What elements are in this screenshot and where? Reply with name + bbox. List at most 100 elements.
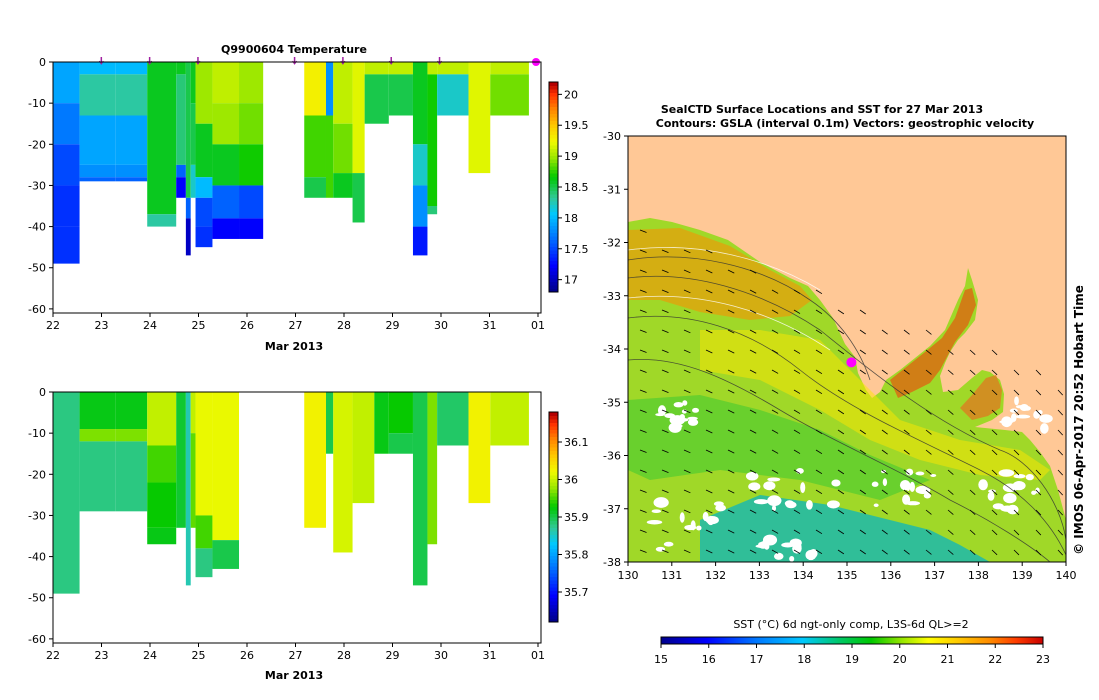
velocity-vector bbox=[1013, 429, 1020, 436]
colorbar-step bbox=[549, 608, 558, 612]
profile-cell bbox=[325, 62, 334, 116]
velocity-vector bbox=[991, 489, 998, 496]
profile-cell bbox=[79, 429, 116, 442]
velocity-vector bbox=[1057, 509, 1064, 516]
velocity-vector bbox=[969, 529, 976, 535]
lon-tick-label: 136 bbox=[880, 569, 901, 582]
velocity-vector bbox=[683, 269, 691, 274]
velocity-vector bbox=[705, 489, 713, 494]
velocity-vector bbox=[947, 489, 954, 495]
velocity-vector bbox=[903, 389, 910, 395]
velocity-vector bbox=[1035, 469, 1042, 476]
colorbar-step bbox=[549, 131, 558, 135]
velocity-vector bbox=[815, 529, 823, 535]
profile-cell bbox=[388, 62, 413, 75]
y-tick-label: -20 bbox=[28, 138, 46, 151]
velocity-vector bbox=[705, 249, 713, 254]
velocity-vector bbox=[683, 549, 691, 554]
velocity-vector bbox=[947, 349, 954, 355]
salinity-section-plot: 22 23 24 25 26 27 28 29 30 31 01 0 -10 -20 -30 -40 -50 -… bbox=[28, 386, 588, 682]
colorbar-step bbox=[549, 492, 558, 497]
velocity-vector bbox=[859, 389, 866, 395]
velocity-vector bbox=[705, 529, 713, 534]
velocity-vector bbox=[815, 489, 823, 495]
velocity-vector bbox=[881, 329, 888, 335]
profile-cell bbox=[147, 445, 177, 483]
velocity-vector bbox=[683, 289, 691, 294]
colorbar-tick-label: 35.8 bbox=[564, 549, 589, 562]
colorbar-step bbox=[549, 503, 558, 507]
profile-cell bbox=[195, 197, 213, 227]
colorbar-step bbox=[549, 236, 558, 240]
velocity-vector bbox=[683, 489, 691, 494]
sst-colorbar-tick-label: 20 bbox=[893, 653, 907, 666]
velocity-vector bbox=[661, 549, 669, 554]
cloud-patch bbox=[663, 541, 674, 547]
velocity-vector bbox=[859, 529, 866, 535]
lon-tick-label: 132 bbox=[705, 569, 726, 582]
velocity-vector bbox=[859, 409, 866, 415]
colorbar-step bbox=[549, 99, 558, 104]
profile-cell bbox=[239, 185, 264, 219]
cloud-patch bbox=[781, 542, 795, 548]
velocity-vector bbox=[1057, 429, 1064, 436]
velocity-vector bbox=[837, 309, 845, 315]
velocity-vector bbox=[727, 489, 735, 494]
colorbar-step bbox=[549, 201, 558, 205]
colorbar-step bbox=[549, 436, 558, 441]
profile-cell bbox=[79, 164, 116, 178]
lon-tick-label: 135 bbox=[837, 569, 858, 582]
velocity-vector bbox=[881, 409, 888, 415]
velocity-vector bbox=[837, 529, 845, 535]
velocity-vector bbox=[727, 349, 735, 354]
velocity-vector bbox=[903, 489, 910, 495]
y-tick-label: -50 bbox=[28, 592, 46, 605]
velocity-vector bbox=[991, 369, 998, 376]
colorbar-tick-label: 17 bbox=[564, 274, 578, 287]
velocity-vector bbox=[881, 509, 888, 515]
velocity-vector bbox=[903, 469, 910, 475]
profile-cell bbox=[364, 74, 389, 124]
colorbar-step bbox=[549, 253, 558, 258]
cloud-patch bbox=[785, 501, 797, 509]
velocity-vector bbox=[639, 349, 647, 353]
y-tick-label: 0 bbox=[39, 56, 46, 69]
cloud-patch bbox=[795, 468, 804, 474]
profile-cell bbox=[176, 62, 186, 75]
velocity-vector bbox=[639, 229, 647, 233]
velocity-vector bbox=[705, 369, 713, 374]
colorbar-step bbox=[549, 499, 558, 504]
profile-cell bbox=[53, 185, 80, 227]
cloud-patch bbox=[767, 477, 781, 482]
velocity-vector bbox=[771, 429, 779, 434]
cloud-patch bbox=[826, 500, 840, 509]
colorbar-step bbox=[549, 166, 558, 170]
profile-cell bbox=[412, 144, 428, 186]
profile-cell bbox=[195, 177, 213, 198]
velocity-vector bbox=[661, 429, 669, 434]
velocity-vector bbox=[661, 469, 669, 474]
colorbar-step bbox=[549, 285, 558, 289]
cloud-patch bbox=[792, 543, 802, 554]
cloud-patch bbox=[673, 401, 684, 408]
velocity-vector bbox=[925, 429, 932, 435]
colorbar-step bbox=[549, 267, 558, 272]
velocity-vector bbox=[727, 389, 735, 394]
gsla-contours bbox=[628, 256, 1066, 562]
velocity-vector bbox=[683, 449, 691, 454]
cloud-patch bbox=[882, 478, 888, 487]
profile-cell bbox=[212, 392, 240, 541]
velocity-vector bbox=[969, 509, 976, 515]
y-tick-label: -50 bbox=[28, 262, 46, 275]
velocity-vector bbox=[727, 429, 735, 434]
profile-cell bbox=[490, 62, 529, 75]
colorbar-tick-label: 36 bbox=[564, 474, 578, 487]
cloud-patch bbox=[764, 543, 770, 550]
colorbar-step bbox=[549, 173, 558, 177]
cloud-patch bbox=[998, 469, 1015, 477]
velocity-vector bbox=[947, 449, 954, 455]
cloud-patch bbox=[1015, 405, 1025, 409]
velocity-vector bbox=[661, 329, 669, 334]
velocity-vector bbox=[925, 349, 932, 355]
yellow-band bbox=[700, 330, 1050, 480]
